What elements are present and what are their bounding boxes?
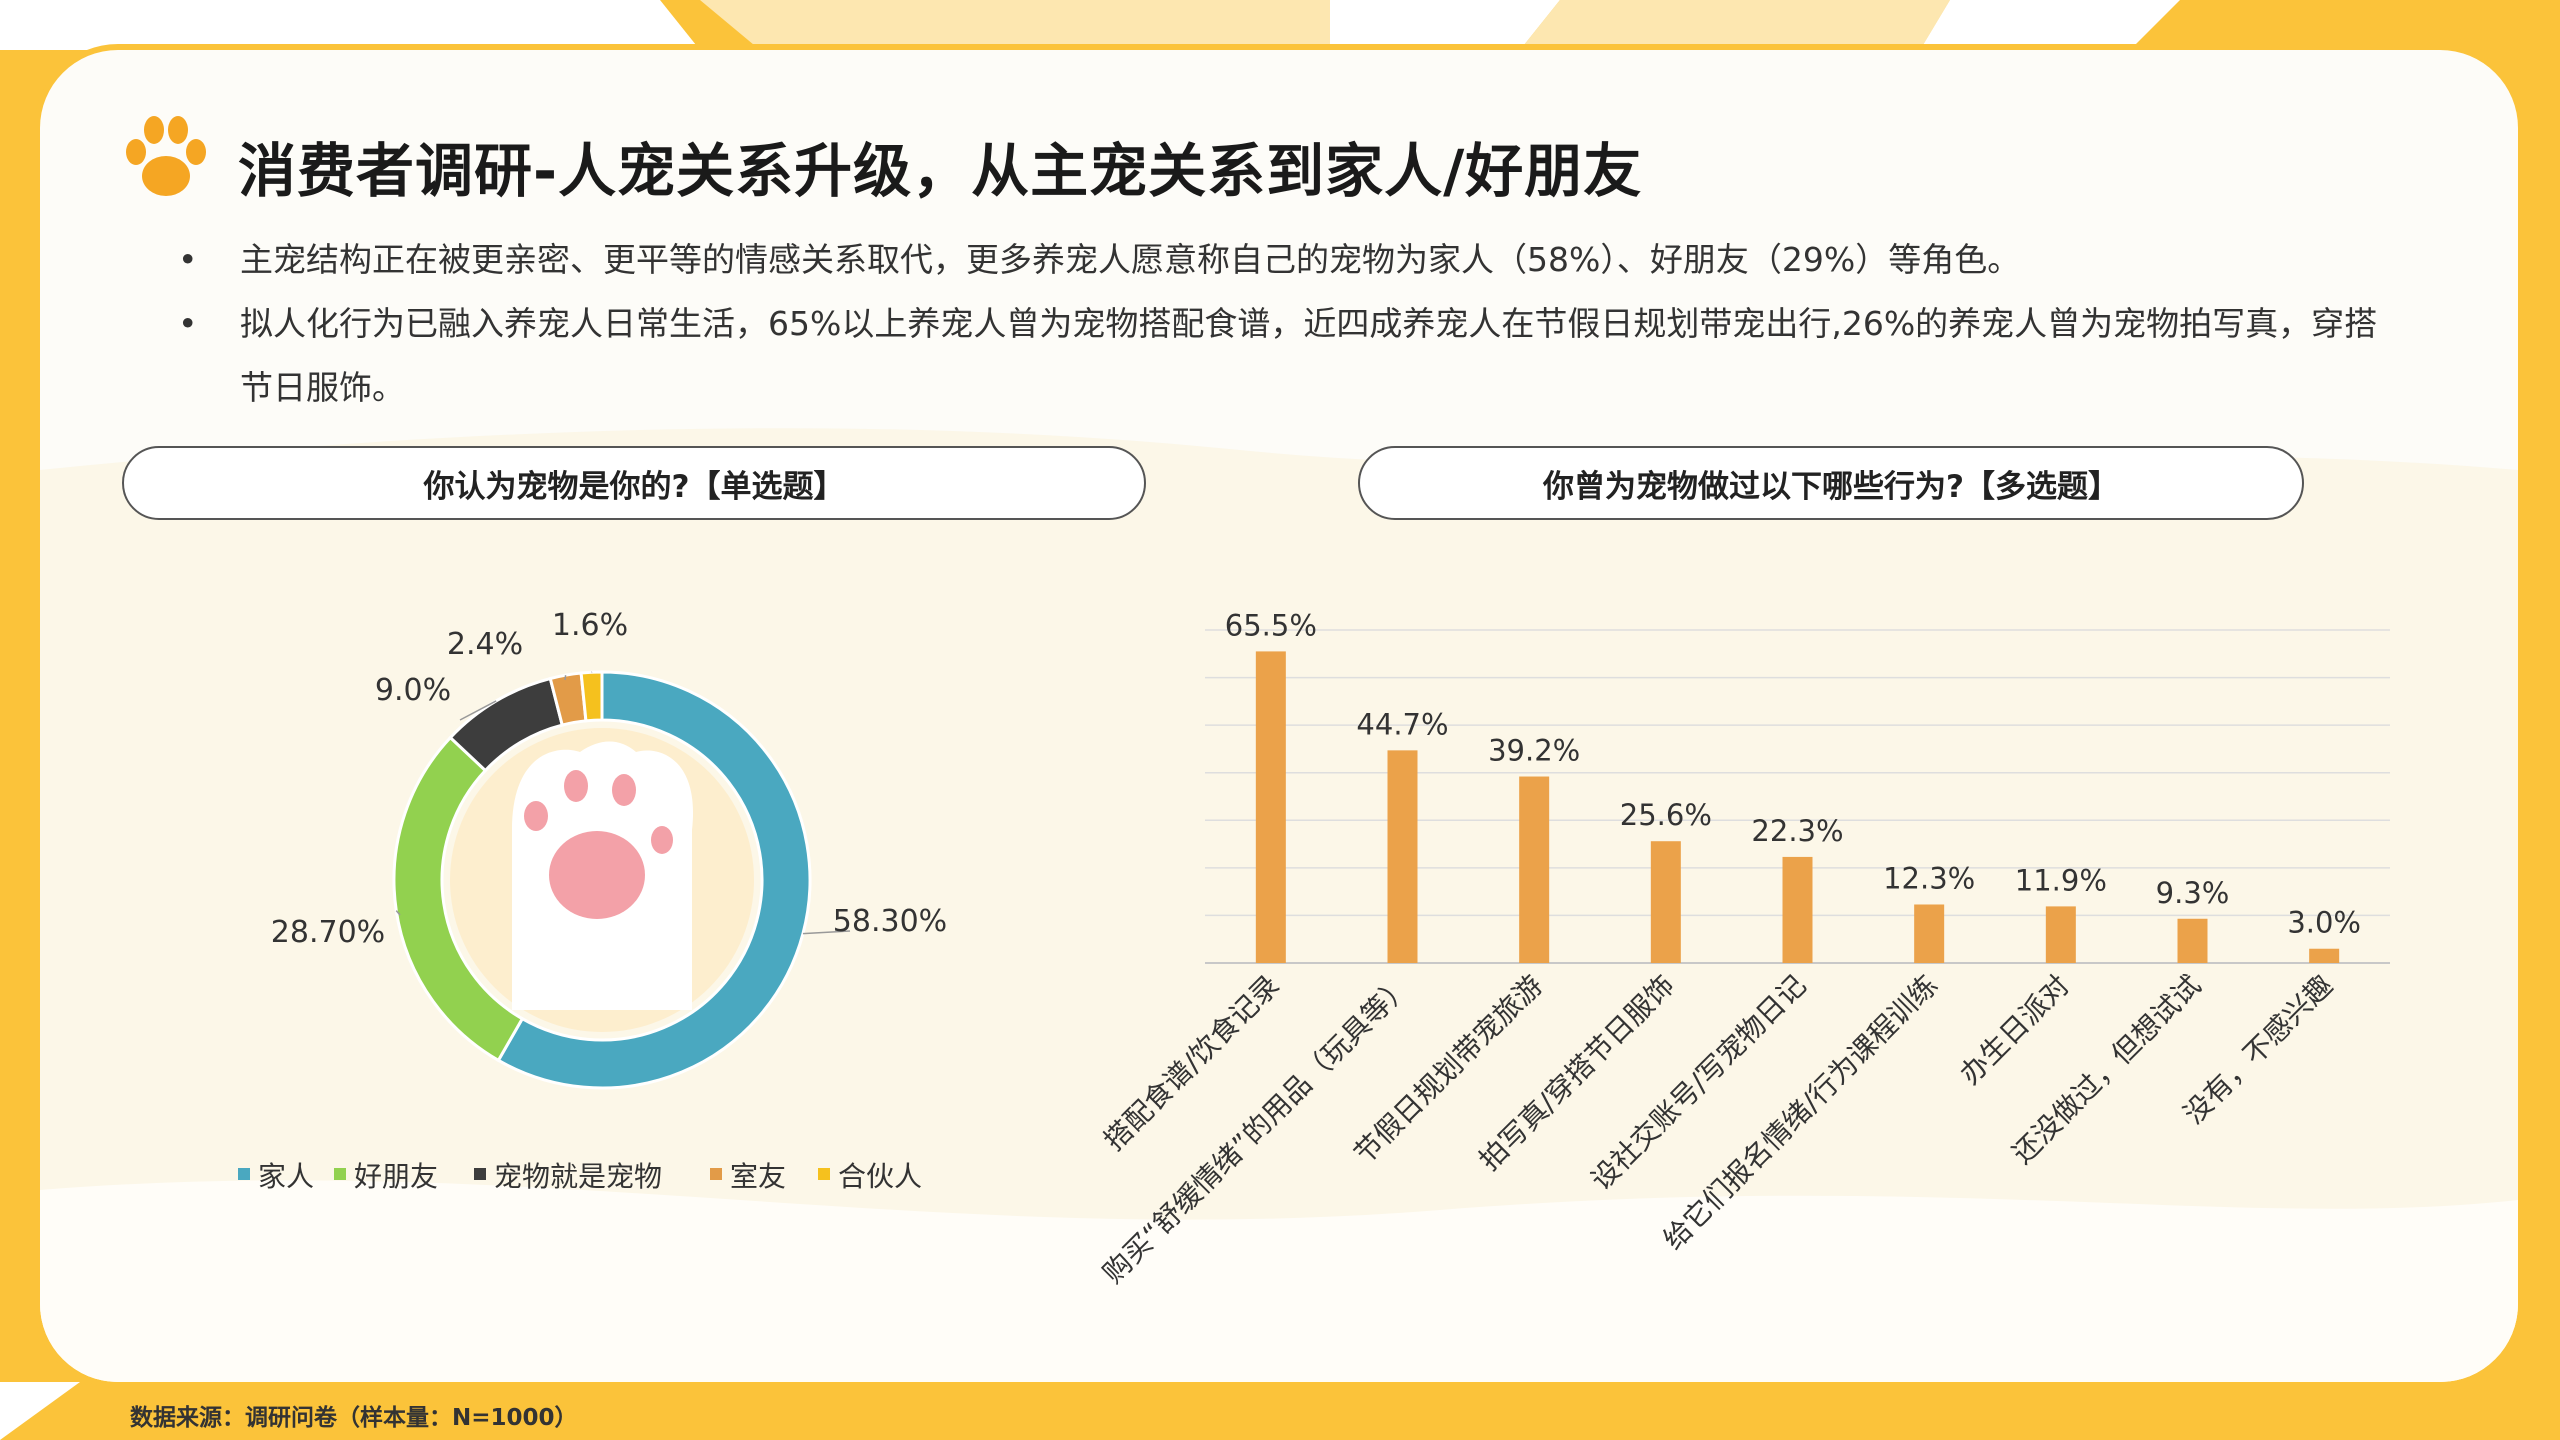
legend-label: 好朋友 [354,1160,438,1193]
bar-data-label: 3.0% [2287,906,2361,940]
legend-label: 室友 [730,1160,786,1193]
bar-data-label: 44.7% [1356,707,1448,741]
bar-data-label: 11.9% [2015,863,2107,897]
bar [1650,841,1681,963]
bullet-dot: • [178,304,198,343]
paw-logo-icon [126,116,206,196]
donut-leader-line [564,675,567,681]
bullet-item: • 拟人化行为已融入养宠人日常生活，65%以上养宠人曾为宠物搭配食谱，近四成养宠… [178,292,2398,420]
donut-chart: 58.30% 28.70% 9.0% 2.4% 1.6% [271,608,947,1090]
bar [2309,948,2340,963]
bullet-text: 拟人化行为已融入养宠人日常生活，65%以上养宠人曾为宠物搭配食谱，近四成养宠人在… [240,304,2378,407]
bar-category-label: 办生日派对 [1953,969,2075,1091]
bar [1782,856,1813,963]
bar-chart-title: 你曾为宠物做过以下哪些行为?【多选题】 [1358,446,2304,520]
donut-chart-title: 你认为宠物是你的?【单选题】 [122,446,1146,520]
legend-swatch [334,1168,346,1180]
legend-swatch [474,1168,486,1180]
page-title: 消费者调研-人宠关系升级，从主宠关系到家人/好朋友 [238,137,1643,205]
bullet-item: • 主宠结构正在被更亲密、更平等的情感关系取代，更多养宠人愿意称自己的宠物为家人… [178,228,2398,292]
legend-swatch [818,1168,830,1180]
donut-data-label: 2.4% [447,627,523,662]
bar-data-label: 39.2% [1488,734,1580,768]
bar-category-label: 给它们报名情绪/行为课程训练 [1657,969,1944,1256]
donut-leader-line [459,700,497,721]
donut-data-label: 28.70% [271,915,385,950]
bar [1387,750,1418,963]
donut-leader-line [802,930,851,935]
bullet-list: • 主宠结构正在被更亲密、更平等的情感关系取代，更多养宠人愿意称自己的宠物为家人… [178,228,2398,420]
data-source-note: 数据来源：调研问卷（样本量：N=1000） [130,1405,578,1431]
bar [2177,918,2208,963]
bar [1255,651,1286,963]
bar-data-label: 25.6% [1620,798,1712,832]
bar [1914,904,1945,963]
donut-legend: 家人 好朋友 宠物就是宠物 室友 合伙人 [238,1160,922,1193]
donut-slice [496,670,812,1090]
bar-data-label: 65.5% [1225,608,1317,642]
bar-data-label: 9.3% [2156,876,2230,910]
legend-swatch [238,1168,250,1180]
bar-data-label: 12.3% [1883,861,1975,895]
donut-data-label: 1.6% [552,608,628,643]
donut-slice [579,670,604,723]
bar-data-label: 22.3% [1751,814,1843,848]
legend-label: 合伙人 [838,1160,922,1193]
donut-leader-line [395,910,401,916]
legend-label: 家人 [258,1160,314,1193]
cat-paw-illustration [450,728,754,1032]
legend-swatch [710,1168,722,1180]
bullet-text: 主宠结构正在被更亲密、更平等的情感关系取代，更多养宠人愿意称自己的宠物为家人（5… [240,240,2021,279]
bar [1519,776,1550,963]
bullet-dot: • [178,240,198,279]
bar-chart: 65.5%搭配食谱/饮食记录44.7%购买“舒缓情绪”的用品（玩具等）39.2%… [1096,608,2390,1290]
bar [2045,906,2076,963]
donut-data-label: 9.0% [375,673,451,708]
legend-label: 宠物就是宠物 [494,1160,662,1193]
bar-category-label: 设社交账号/写宠物日记 [1584,969,1812,1197]
donut-data-label: 58.30% [833,904,947,939]
